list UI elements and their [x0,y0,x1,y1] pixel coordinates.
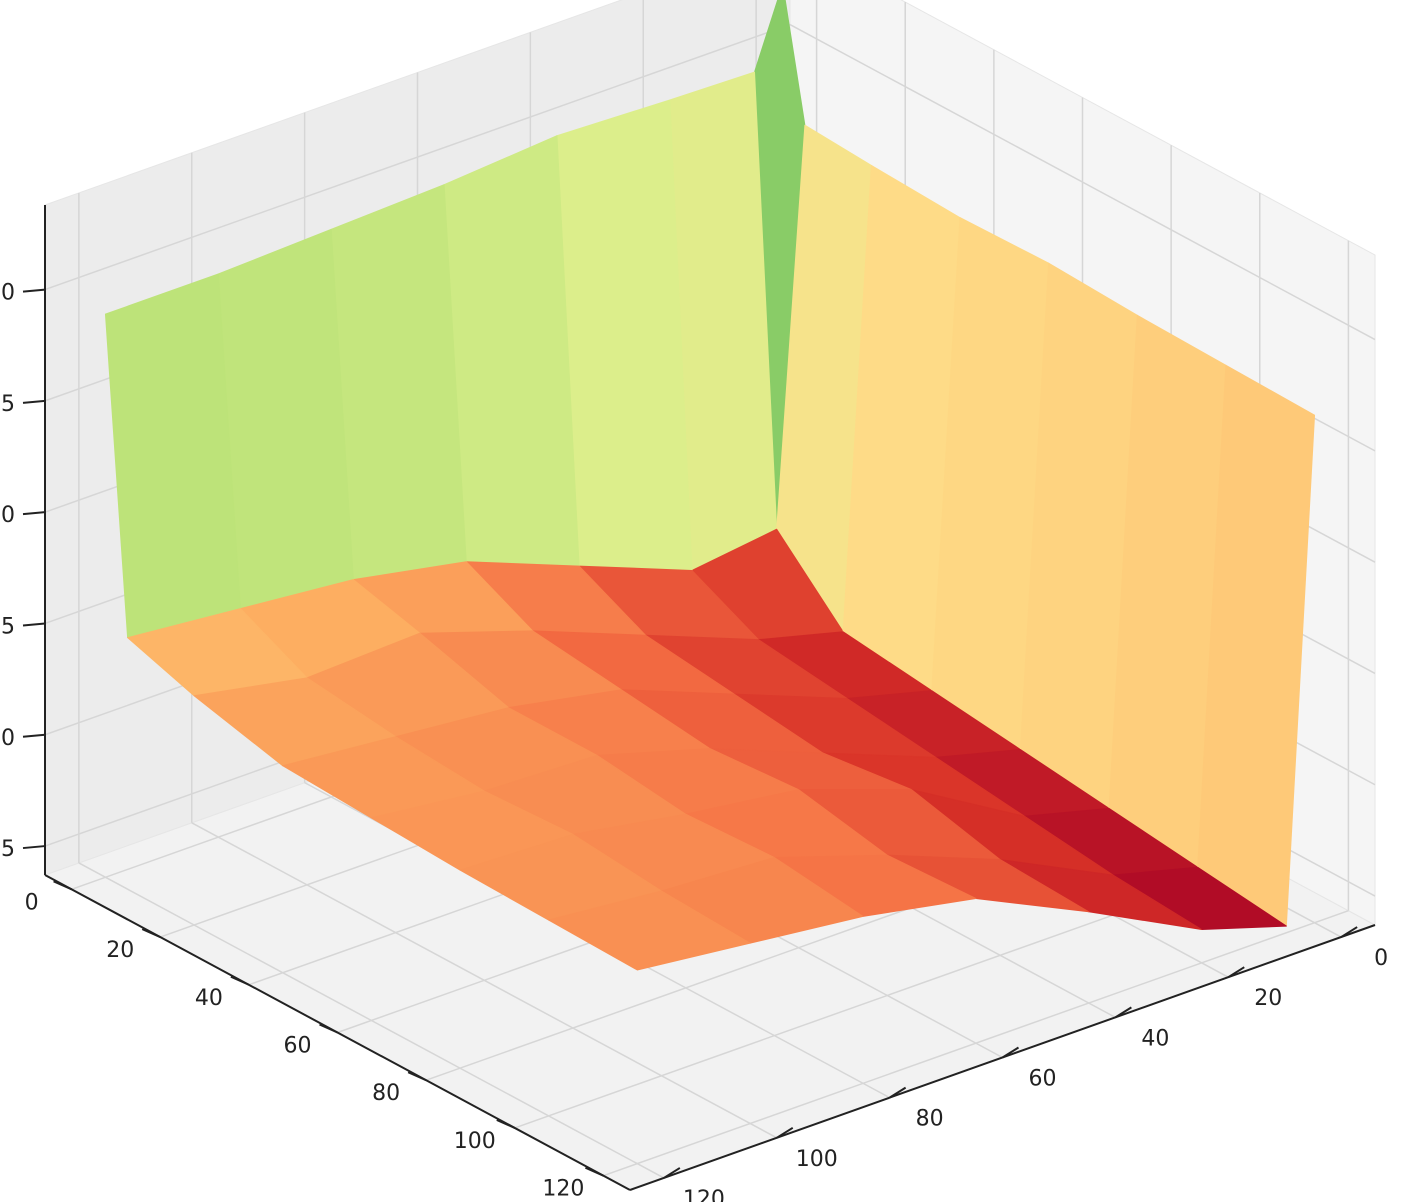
y-tick-label: 100 [796,1147,838,1172]
tick-mark [1227,966,1245,979]
surface-patch [556,99,693,571]
tick-mark [53,880,72,891]
tick-mark [141,928,161,938]
tick-mark [22,845,46,850]
grid-line [789,23,1376,341]
surface-patch [104,273,241,639]
surface-patch [217,228,354,610]
x-tick-label: 120 [542,1177,584,1202]
tick-mark [407,1071,427,1082]
tick-mark [1114,1006,1132,1019]
z-tick-label: -10 [0,726,15,751]
x-tick-label: 40 [195,986,223,1011]
y-tick-label: 120 [683,1187,725,1202]
y-tick-label: 80 [916,1107,944,1132]
tick-mark [230,975,250,986]
tick-mark [889,1086,907,1099]
tick-mark [22,288,46,293]
z-tick-label: 5 [1,392,15,417]
z-tick-label: -15 [0,837,15,862]
surface-patch [548,890,751,971]
grid-line [78,862,665,1179]
z-tick-label: 10 [0,281,15,306]
grid-line [191,822,778,1139]
z-tick-label: 0 [1,503,15,528]
x-tick-label: 60 [284,1034,312,1059]
tick-mark [22,733,46,738]
x-tick-label: 20 [106,938,134,963]
tick-mark [319,1023,338,1034]
tick-mark [776,1126,794,1139]
tick-mark [1001,1046,1020,1059]
surface-patch [443,135,580,567]
y-tick-label: 0 [1374,946,1388,971]
tick-mark [1340,926,1358,938]
surface-patch [330,184,467,581]
x-tick-label: 80 [372,1081,400,1106]
tick-mark [22,399,46,404]
z-tick-label: -5 [0,614,15,639]
tick-mark [22,622,46,627]
tick-mark [496,1119,516,1129]
tick-mark [585,1166,604,1177]
grid-line [44,23,791,291]
y-tick-label: 20 [1254,986,1282,1011]
x-tick-label: 0 [25,890,39,915]
tick-mark [22,511,46,516]
y-tick-label: 40 [1141,1026,1169,1051]
tick-mark [663,1167,681,1179]
y-tick-label: 60 [1029,1067,1057,1092]
x-tick-label: 100 [454,1129,496,1154]
